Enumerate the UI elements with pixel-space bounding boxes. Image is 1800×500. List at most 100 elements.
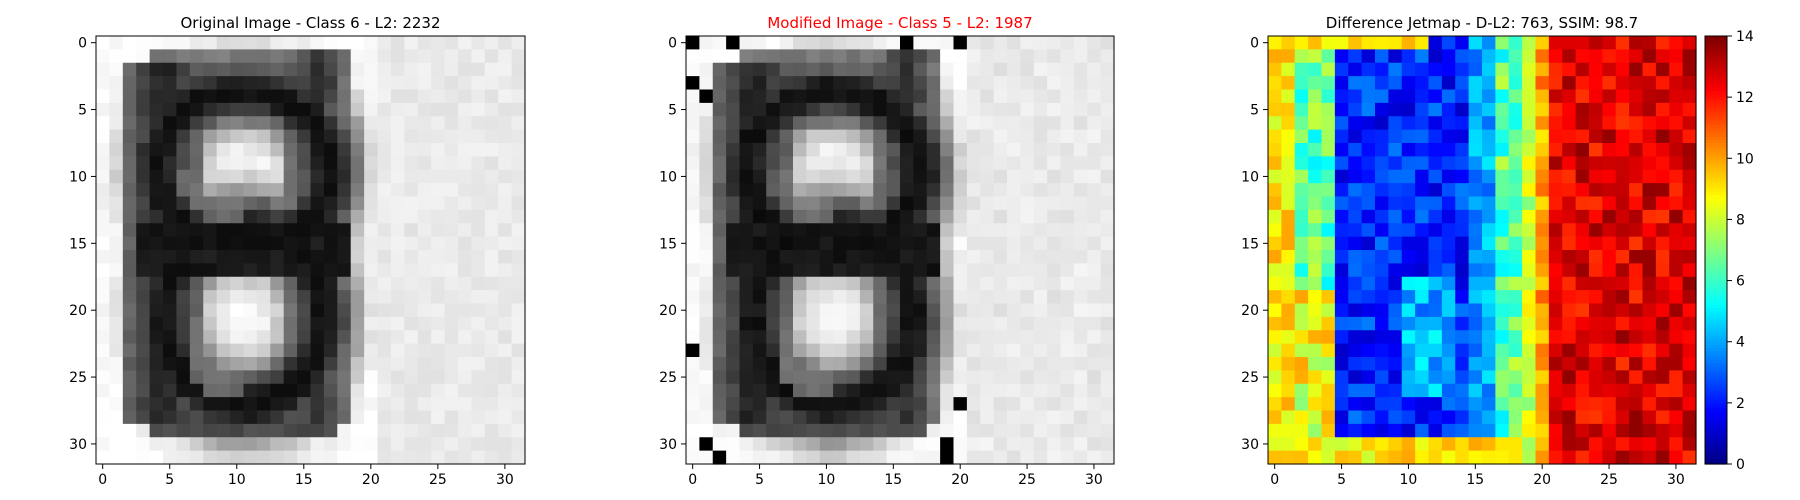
heatmap-cell (1073, 223, 1088, 238)
heatmap-cell (323, 116, 338, 131)
heatmap-cell (726, 209, 741, 224)
heatmap-cell (149, 223, 164, 238)
colorbar-segment (1705, 436, 1727, 441)
heatmap-cell (766, 49, 781, 64)
heatmap-cell (457, 36, 472, 50)
heatmap-cell (1308, 129, 1323, 144)
heatmap-cell (377, 129, 392, 144)
heatmap-cell (1334, 116, 1349, 131)
heatmap-cell (1415, 183, 1430, 198)
heatmap-cell (189, 143, 204, 157)
heatmap-cell (511, 303, 526, 318)
heatmap-cell (323, 370, 338, 385)
heatmap-cell (1073, 276, 1088, 291)
heatmap-cell (1655, 397, 1670, 412)
heatmap-cell (390, 290, 405, 305)
heatmap-cell (498, 102, 513, 117)
heatmap-cell (1361, 169, 1376, 184)
heatmap-cell (1294, 357, 1309, 371)
heatmap-cell (1482, 423, 1496, 438)
x-tick-label: 30 (496, 472, 514, 488)
heatmap-cell (1589, 383, 1603, 398)
heatmap-cell (886, 383, 901, 398)
heatmap-cell (1007, 410, 1021, 425)
heatmap-cell (1388, 209, 1403, 224)
heatmap-cell (471, 209, 486, 224)
heatmap-cell (859, 62, 874, 77)
heatmap-cell (1682, 263, 1697, 278)
heatmap-cell (926, 250, 941, 264)
heatmap-cell (203, 102, 218, 117)
heatmap-cell (1629, 330, 1644, 345)
heatmap-cell (1455, 36, 1470, 50)
heatmap-cell (726, 76, 741, 91)
heatmap-cell (1100, 116, 1115, 131)
heatmap-cell (686, 250, 700, 264)
heatmap-cell (913, 370, 928, 385)
heatmap-cell (900, 303, 914, 318)
heatmap-cell (283, 330, 298, 345)
heatmap-cell (993, 169, 1008, 184)
heatmap-cell (122, 36, 137, 50)
heatmap-cell (511, 450, 526, 465)
heatmap-cell (1468, 316, 1483, 331)
colorbar-segment (1705, 194, 1727, 199)
heatmap-cell (1642, 89, 1657, 104)
heatmap-cell (1629, 343, 1644, 358)
colorbar-segment (1705, 133, 1727, 138)
heatmap-cell (471, 437, 486, 452)
heatmap-cell (1548, 303, 1563, 318)
heatmap-cell (1033, 410, 1048, 425)
heatmap-cell (350, 209, 365, 224)
heatmap-cell (926, 370, 941, 385)
heatmap-cell (417, 223, 432, 238)
heatmap-cell (297, 423, 312, 438)
heatmap-cell (1020, 290, 1035, 305)
heatmap-cell (1268, 423, 1282, 438)
heatmap-cell (216, 276, 231, 291)
heatmap-cell (297, 129, 312, 144)
heatmap-cell (1589, 397, 1603, 412)
heatmap-cell (1441, 223, 1456, 238)
heatmap-cell (1281, 223, 1296, 238)
heatmap-cell (900, 102, 914, 117)
colorbar-segment (1705, 149, 1727, 153)
colorbar-segment (1705, 222, 1727, 227)
heatmap-cell (1415, 169, 1430, 184)
heatmap-cell (364, 370, 379, 385)
heatmap-cell (1602, 102, 1617, 117)
heatmap-cell (752, 236, 767, 251)
heatmap-cell (833, 156, 848, 171)
heatmap-cell (1629, 316, 1644, 331)
heatmap-cell (1682, 223, 1697, 238)
heatmap-cell (122, 343, 137, 358)
heatmap-cell (1642, 236, 1657, 251)
heatmap-cell (96, 343, 111, 358)
heatmap-cell (793, 183, 807, 198)
heatmap-cell (1548, 76, 1563, 91)
heatmap-cell (1020, 62, 1035, 77)
heatmap-cell (1535, 303, 1550, 318)
heatmap-cell (926, 410, 941, 425)
heatmap-cell (859, 343, 874, 358)
heatmap-cell (431, 290, 446, 305)
heatmap-cell (859, 36, 874, 50)
heatmap-cell (953, 102, 968, 117)
heatmap-cell (980, 209, 995, 224)
heatmap-cell (886, 250, 901, 264)
heatmap-cell (1455, 343, 1470, 358)
colorbar-segment (1705, 250, 1727, 254)
heatmap-cell (1575, 423, 1590, 438)
heatmap-cell (806, 263, 821, 278)
heatmap-cell (189, 116, 204, 131)
heatmap-cell (1100, 223, 1115, 238)
heatmap-cell (498, 196, 513, 211)
heatmap-cell (1428, 423, 1443, 438)
heatmap-cell (966, 250, 981, 264)
colorbar-segment (1705, 179, 1727, 184)
heatmap-cell (1642, 343, 1657, 358)
heatmap-cell (712, 450, 727, 465)
heatmap-cell (1294, 303, 1309, 318)
heatmap-cell (176, 343, 191, 358)
heatmap-cell (216, 196, 231, 211)
